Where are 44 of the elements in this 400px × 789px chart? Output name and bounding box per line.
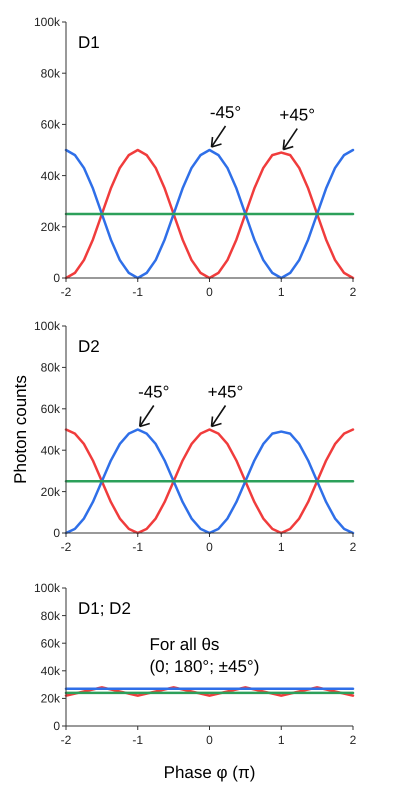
y-tick-label: 0 [53,526,60,540]
x-tick-label: 1 [278,733,285,747]
y-tick-label: 20k [40,692,61,706]
annotation: -45° [138,382,170,402]
y-tick-label: 60k [40,402,61,416]
x-tick-label: -2 [60,540,72,554]
annotation: -45° [210,103,242,122]
x-tick-label: -1 [132,285,144,299]
y-tick-label: 40k [40,443,61,458]
annotation: D1 [78,33,100,52]
y-tick-label: 80k [40,66,61,80]
y-tick-label: 40k [40,664,61,678]
x-tick-label: -1 [132,733,144,747]
annotation: +45° [279,106,316,125]
y-tick-label: 60k [40,118,61,132]
y-tick-label: 0 [53,271,60,286]
y-tick-label: 80k [40,360,61,375]
x-tick-label: 2 [350,733,357,747]
x-tick-label: -2 [60,733,72,747]
annotation: D2 [78,337,100,356]
x-tick-label: -1 [132,540,144,554]
x-tick-label: 2 [350,540,357,554]
y-tick-label: 100k [34,581,61,596]
x-tick-label: 0 [206,540,214,554]
x-tick-label: 0 [206,285,214,299]
annotation: D1; D2 [78,599,131,618]
x-tick-label: 2 [350,285,357,299]
y-tick-label: 0 [53,719,60,734]
x-axis-title: Phase φ (π) [164,763,256,782]
y-tick-label: 60k [40,636,61,650]
y-tick-label: 20k [40,220,61,234]
y-axis-title: Photon counts [11,375,30,484]
annotation: For all θs [150,635,220,654]
y-tick-label: 20k [40,484,61,499]
y-tick-label: 40k [40,168,61,183]
x-tick-label: 1 [278,540,285,554]
x-tick-label: -2 [60,285,72,299]
x-tick-label: 0 [206,733,214,747]
y-tick-label: 100k [34,319,61,334]
y-tick-label: 80k [40,608,61,623]
annotation: (0; 180°; ±45°) [150,657,260,676]
y-tick-label: 100k [34,15,61,30]
x-tick-label: 1 [278,285,285,299]
annotation: +45° [208,382,244,402]
